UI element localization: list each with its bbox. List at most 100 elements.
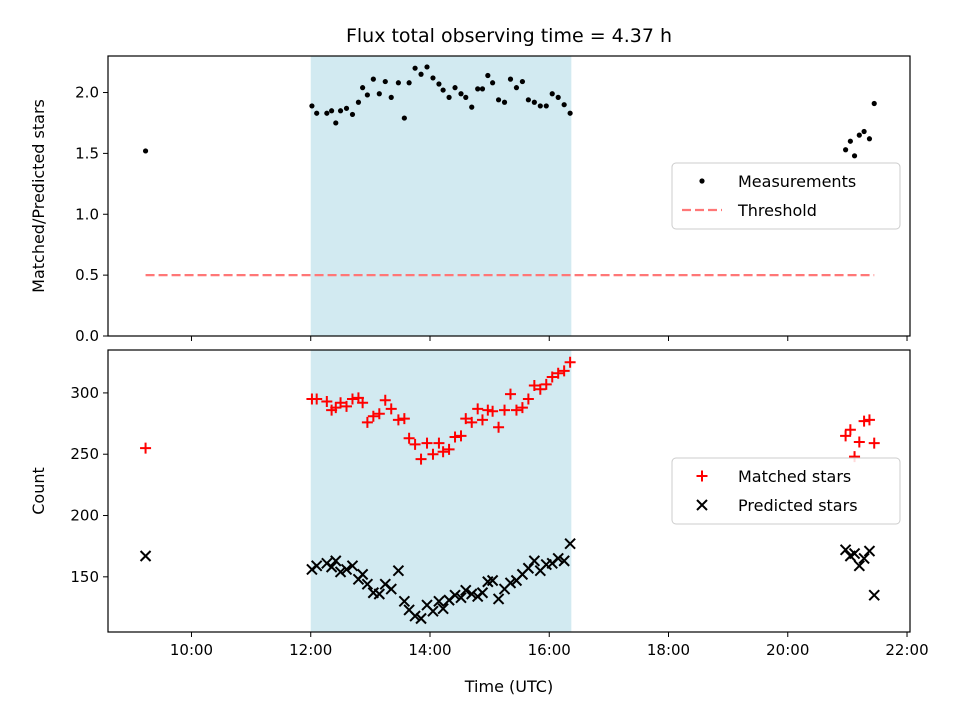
data-point [487,405,499,417]
data-point [341,400,353,412]
y-tick-label: 1.0 [75,205,99,223]
data-point [475,86,481,92]
data-point [866,136,873,142]
data-point [455,591,467,604]
data-point [847,138,853,144]
data-point [504,577,517,589]
data-point [398,595,411,608]
legend: Matched stars Predicted stars [671,457,901,525]
data-point [504,388,516,400]
x-tick-label: 22:00 [885,641,928,659]
data-point [409,610,421,622]
data-point [868,589,880,601]
data-point [549,91,555,97]
x-tick-label: 16:00 [528,641,571,659]
data-point [490,80,496,86]
data-point [479,86,486,92]
data-point [492,593,505,605]
data-point [840,430,852,442]
data-point [564,538,576,550]
data-point [357,397,369,409]
data-point [324,110,330,116]
x-tick-label: 12:00 [289,641,332,659]
y-tick-label: 0.5 [75,266,99,284]
legend-marker [696,470,708,482]
data-point [558,555,570,567]
y-tick-label: 0.0 [75,327,99,345]
data-point [333,120,339,126]
ratio-panel: 0.0 0.5 1.0 1.5 2.0 Matched/Predicted stars Me… [29,55,911,345]
y-tick-label: 200 [70,507,99,525]
data-point [469,104,475,110]
data-point [325,561,338,573]
data-point [844,424,856,436]
data-point [537,103,543,109]
x-tick-label: 14:00 [408,641,451,659]
data-point [493,421,505,433]
data-point [433,437,445,449]
data-point [466,588,478,600]
data-point [534,383,546,395]
x-tick-label: 20:00 [766,641,809,659]
data-point [460,584,472,597]
x-tick-label: 18:00 [647,641,690,659]
data-point [486,574,499,587]
data-point [412,65,418,71]
data-point [555,94,561,100]
data-point [853,436,865,448]
data-point [309,103,315,109]
data-point [385,583,397,595]
data-point [843,147,849,153]
data-point [552,367,564,379]
data-point [856,132,862,138]
data-point [446,94,452,100]
data-point [335,397,347,409]
data-point [355,99,362,105]
data-point [330,402,342,414]
series-matched-stars [140,356,880,465]
data-point [334,566,347,578]
data-point [140,442,152,454]
data-point [858,415,870,427]
chart-title: Flux total observing time = 4.37 h [346,25,672,47]
observing-window-span [310,350,572,632]
data-point [398,413,410,425]
y-tick-label: 1.5 [75,144,99,162]
data-point [437,602,449,615]
data-point [522,393,534,405]
data-point [361,416,373,428]
data-point [466,416,478,428]
data-point [430,75,436,81]
data-point [567,110,573,116]
y-tick-label: 150 [70,568,99,586]
y-axis-title: Count [29,467,48,515]
data-point [525,97,531,103]
data-point [437,446,449,458]
data-point [392,414,404,426]
data-point [424,64,430,70]
data-point [851,153,858,159]
data-point [463,94,469,100]
data-point [415,453,427,465]
data-point [406,80,412,86]
data-point [476,414,488,426]
data-point [452,85,458,91]
data-point [853,560,866,572]
data-point [379,394,391,406]
data-point [458,91,464,97]
data-point [863,545,876,557]
data-point [519,78,526,85]
data-point [388,94,394,100]
legend-label: Predicted stars [738,496,858,515]
data-point [361,578,374,590]
legend-box [671,457,901,525]
y-axis-title: Matched/Predicted stars [29,99,48,293]
data-point [561,102,567,108]
data-point [356,568,369,581]
data-point [373,408,385,420]
data-point [540,378,552,390]
data-point [449,431,461,443]
legend-label: Measurements [738,172,856,191]
data-point [499,404,511,416]
